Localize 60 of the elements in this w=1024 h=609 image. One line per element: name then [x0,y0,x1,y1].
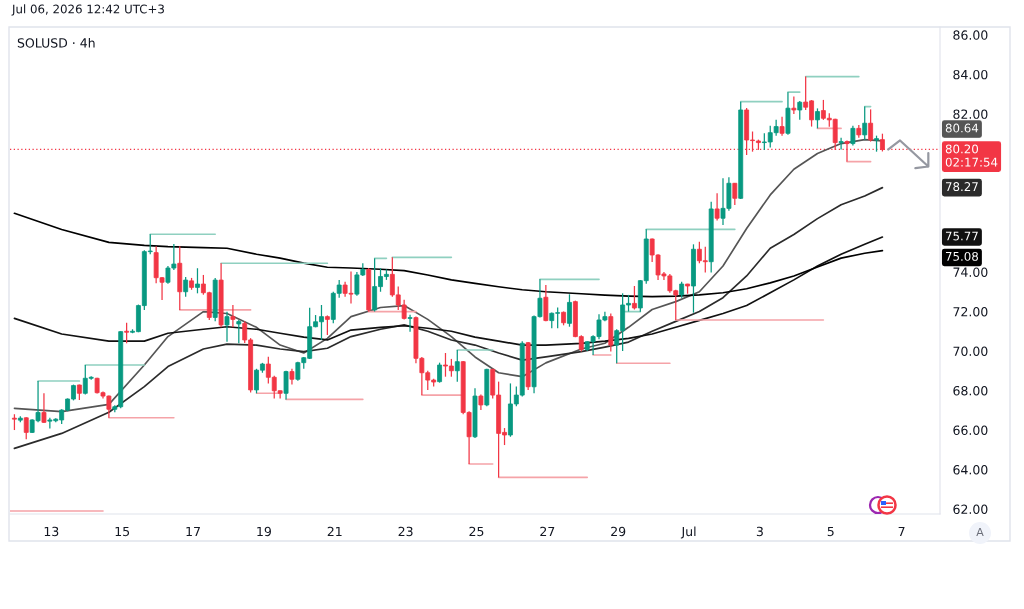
x-tick-label: 7 [898,526,905,536]
line-series [13,212,884,298]
candlestick [437,362,442,384]
candlestick [791,95,797,115]
x-tick-label: 21 [327,526,342,536]
x-tick-label: 15 [115,526,130,537]
candlestick [283,370,289,401]
candlestick [324,314,330,336]
x-tick-label: 19 [257,526,271,537]
text: 75.08 [945,251,978,261]
candlestick [838,137,844,151]
x-tick-label: Jul [680,526,696,539]
y-tick-label: 74.00 [953,267,988,277]
x-tick-label: 3 [756,526,763,537]
ref-line-label: 80.20 02:17:54 [945,144,998,167]
candlestick [454,349,460,383]
candlestick [567,293,572,328]
x-tick-label: 5 [827,526,834,537]
y-tick-label: 84.00 [953,69,988,80]
line-series [13,186,884,450]
y-tick-label: 86.00 [953,30,988,40]
candlestick [714,192,720,222]
text: 75.77 [945,231,978,241]
candlestick [41,392,47,424]
candlestick [797,100,803,121]
y-tick-label: 64.00 [953,465,988,475]
x-tick-label: 17 [186,526,200,536]
y-tick-label: 66.00 [953,425,988,435]
candlestick [850,125,856,147]
candlestick [195,267,200,294]
text: 78.27 [945,182,978,192]
y-tick-label: 70.00 [953,346,988,356]
x-tick-label: 13 [44,526,59,537]
x-tick-label: 27 [540,526,555,536]
candlestick [183,276,189,298]
x-tick-label: 23 [398,526,413,537]
x-tick-label: 25 [469,526,484,537]
candlestick [543,284,549,322]
text: 80.64 [945,123,979,133]
y-tick-label: 72.00 [953,306,988,317]
text: A [976,527,984,537]
candlestick [779,116,785,137]
candlestick [407,314,413,333]
text: SOLUSD · 4h [17,37,95,48]
y-tick-label: 62.00 [953,504,988,514]
line-series [13,236,884,346]
y-tick-label: 82.00 [953,109,988,119]
x-tick-label: 29 [611,526,626,537]
candlestick [124,322,130,344]
candlestick [224,311,230,343]
candlestick [23,416,29,440]
candlestick [862,105,868,141]
candlestick [236,319,242,344]
chart-subtitle: Jul 06, 2026 12:42 UTC+3 [11,4,164,16]
candlestick [815,107,820,129]
y-tick-label: 68.00 [953,385,988,396]
candlestick [868,108,874,143]
candlestick [230,304,236,328]
candlestick [732,182,738,206]
candlestick [632,285,637,311]
